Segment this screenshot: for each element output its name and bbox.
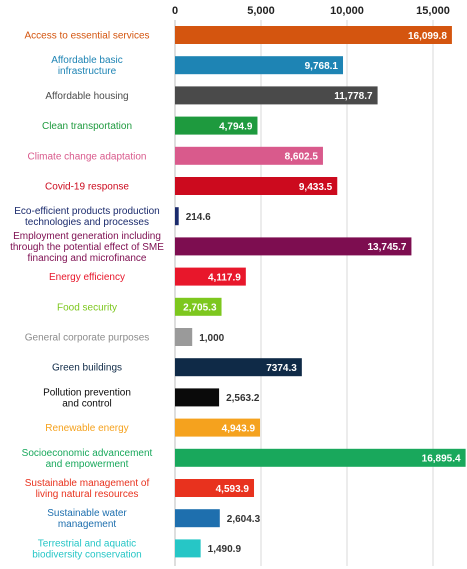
tick-label: 5,000 bbox=[247, 5, 275, 17]
bar bbox=[175, 177, 338, 195]
bar bbox=[175, 539, 201, 558]
bar bbox=[175, 26, 452, 44]
category-label: Employment generation including through t… bbox=[10, 231, 164, 264]
category-label: Food security bbox=[57, 302, 117, 313]
category-label: Socioeconomic advancement and empowerment bbox=[22, 448, 153, 470]
category-label: Eco-efficient products production technol… bbox=[14, 206, 159, 228]
value-label: 2,563.2 bbox=[226, 393, 260, 404]
value-label: 1,000 bbox=[199, 333, 224, 344]
bar bbox=[175, 328, 193, 346]
category-label: General corporate purposes bbox=[25, 333, 150, 344]
bar bbox=[175, 509, 220, 528]
bar bbox=[175, 448, 466, 467]
category-label: Energy efficiency bbox=[49, 272, 125, 283]
category-label: Pollution prevention and control bbox=[43, 387, 131, 409]
tick-label: 10,000 bbox=[330, 5, 364, 17]
value-label: 2,604.3 bbox=[227, 514, 261, 525]
value-label: 16,895.4 bbox=[422, 454, 461, 465]
bar bbox=[175, 358, 302, 377]
bar bbox=[175, 418, 261, 437]
value-label: 4,117.9 bbox=[208, 272, 241, 283]
tick-label: 0 bbox=[172, 5, 178, 17]
value-label: 16,099.8 bbox=[408, 31, 447, 42]
category-label: Terrestrial and aquatic biodiversity cons… bbox=[32, 538, 142, 560]
value-label: 4,794.9 bbox=[219, 121, 253, 132]
category-label: Clean transportation bbox=[42, 121, 132, 132]
bar bbox=[175, 146, 323, 165]
value-label: 1,490.9 bbox=[208, 544, 242, 555]
category-label: Access to essential services bbox=[24, 31, 149, 42]
category-label: Climate change adaptation bbox=[28, 151, 147, 162]
bar bbox=[175, 207, 179, 226]
bar bbox=[175, 479, 255, 497]
tick-label: 15,000 bbox=[416, 5, 450, 17]
value-label: 7374.3 bbox=[266, 363, 297, 374]
category-label: Renewable energy bbox=[45, 423, 128, 434]
bar bbox=[175, 237, 412, 256]
bar bbox=[175, 116, 258, 135]
bar bbox=[175, 297, 222, 316]
value-label: 214.6 bbox=[186, 212, 211, 223]
category-label: Sustainable management of living natural … bbox=[25, 478, 150, 500]
value-label: 9,433.5 bbox=[299, 182, 333, 193]
category-label: Sustainable water management bbox=[47, 508, 127, 530]
value-label: 9,768.1 bbox=[305, 61, 339, 72]
value-label: 4,593.9 bbox=[216, 484, 250, 495]
value-label: 11,778.7 bbox=[334, 91, 373, 102]
category-label: Affordable housing bbox=[45, 91, 128, 102]
category-label: Covid-19 response bbox=[45, 182, 129, 193]
bar bbox=[175, 56, 344, 75]
category-label: Green buildings bbox=[52, 363, 122, 374]
bar bbox=[175, 267, 246, 286]
bar bbox=[175, 86, 378, 105]
bar bbox=[175, 388, 220, 407]
value-label: 2,705.3 bbox=[183, 303, 217, 314]
value-label: 8,602.5 bbox=[285, 152, 319, 163]
value-label: 13,745.7 bbox=[367, 242, 406, 253]
category-label: Affordable basic infrastructure bbox=[51, 55, 123, 77]
value-label: 4,943.9 bbox=[222, 423, 256, 434]
